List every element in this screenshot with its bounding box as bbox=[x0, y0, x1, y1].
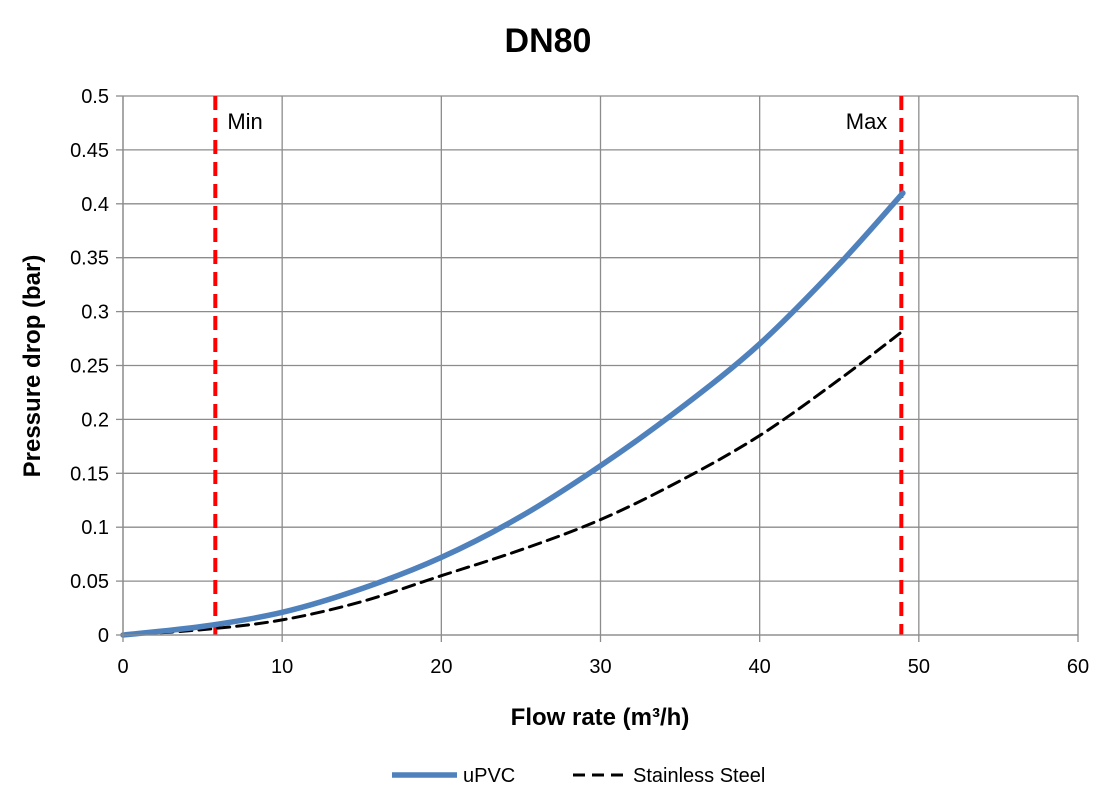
y-tick-label: 0.1 bbox=[81, 517, 109, 539]
y-tick-label: 0.35 bbox=[70, 248, 109, 270]
y-axis-title: Pressure drop (bar) bbox=[19, 255, 46, 478]
grid bbox=[122, 95, 1079, 636]
y-tick-label: 0.5 bbox=[81, 86, 109, 108]
y-tick-label: 0.4 bbox=[81, 194, 109, 216]
reference-lines: Min Max bbox=[213, 96, 904, 635]
reference-label-min: Min bbox=[227, 109, 262, 134]
x-tick-label: 50 bbox=[908, 656, 930, 678]
x-tick-label: 10 bbox=[271, 656, 293, 678]
x-tick-label: 20 bbox=[430, 656, 452, 678]
chart-title: DN80 bbox=[505, 22, 592, 60]
y-tick-label: 0.15 bbox=[70, 463, 109, 485]
y-tick-label: 0.05 bbox=[70, 571, 109, 593]
y-tick-label: 0.3 bbox=[81, 302, 109, 324]
x-tick-label: 40 bbox=[749, 656, 771, 678]
y-tick-label: 0.45 bbox=[70, 140, 109, 162]
series-lines bbox=[120, 190, 906, 638]
axes: 0 0.05 0.1 0.15 0.2 0.25 0.3 0.35 0.4 0.45 0.5 0 10 2… bbox=[70, 86, 1089, 678]
labels: DN80 Flow rate (m³/h) Pressure drop (bar… bbox=[19, 22, 689, 731]
series-line-upvc bbox=[120, 190, 906, 638]
x-tick-label: 30 bbox=[589, 656, 611, 678]
y-tick-label: 0.25 bbox=[70, 356, 109, 378]
x-axis-title: Flow rate (m³/h) bbox=[511, 704, 690, 731]
legend: uPVC Stainless Steel bbox=[392, 765, 765, 787]
y-tick-label: 0.2 bbox=[81, 409, 109, 431]
x-tick-label: 0 bbox=[117, 656, 128, 678]
legend-label: Stainless Steel bbox=[633, 765, 765, 787]
x-tick-label: 60 bbox=[1067, 656, 1089, 678]
series-line-stainless-steel bbox=[121, 329, 905, 637]
legend-label: uPVC bbox=[463, 765, 515, 787]
y-tick-label: 0 bbox=[98, 625, 109, 647]
reference-label-max: Max bbox=[846, 109, 888, 134]
